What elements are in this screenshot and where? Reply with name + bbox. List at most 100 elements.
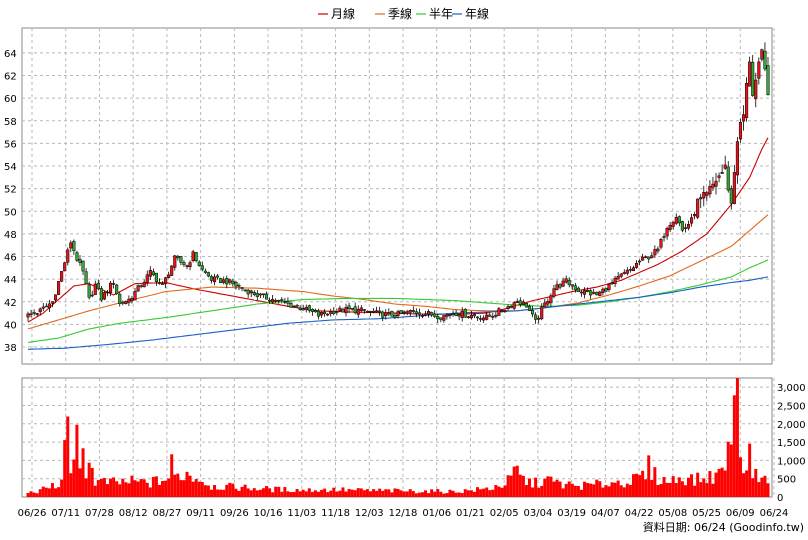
volume-bar bbox=[246, 488, 250, 497]
candle-body bbox=[295, 305, 299, 307]
candle-body bbox=[546, 301, 550, 305]
candle-body bbox=[561, 280, 565, 287]
candle-body bbox=[173, 255, 177, 268]
volume-bar bbox=[50, 483, 54, 497]
volume-bar bbox=[665, 482, 669, 497]
volume-bar bbox=[417, 492, 421, 497]
volume-bar bbox=[87, 462, 91, 497]
candle-body bbox=[512, 302, 516, 309]
volume-bar bbox=[527, 478, 531, 497]
candle-body bbox=[405, 311, 409, 313]
candle-body bbox=[255, 293, 259, 297]
candle-body bbox=[274, 300, 278, 302]
candle-body bbox=[647, 256, 651, 260]
legend-label-month: 月線 bbox=[331, 6, 355, 21]
volume-bar bbox=[106, 484, 110, 497]
x-tick-label: 03/19 bbox=[557, 508, 586, 519]
volume-bar bbox=[47, 488, 51, 497]
candle-body bbox=[78, 258, 82, 263]
candle-body bbox=[130, 297, 134, 302]
volume-bar bbox=[118, 484, 122, 497]
y-tick-label: 48 bbox=[4, 230, 17, 241]
candle-body bbox=[472, 314, 476, 317]
volume-bar bbox=[625, 483, 629, 497]
candle-body bbox=[601, 288, 605, 293]
candle-body bbox=[442, 315, 446, 321]
y-tick-label: 38 bbox=[4, 343, 17, 354]
candle-body bbox=[576, 287, 580, 293]
volume-bar bbox=[154, 476, 158, 497]
candle-body bbox=[185, 265, 189, 267]
volume-bar bbox=[69, 473, 73, 497]
y-tick-label: 62 bbox=[4, 72, 17, 83]
candle-body bbox=[176, 255, 180, 259]
y-tick-label: 54 bbox=[4, 162, 17, 173]
candle-body bbox=[271, 299, 275, 303]
price-panel-frame bbox=[21, 27, 773, 365]
volume-bar bbox=[424, 490, 428, 497]
candle-body bbox=[430, 312, 434, 316]
candle-body bbox=[384, 312, 388, 316]
candle-body bbox=[748, 61, 752, 87]
candle-body bbox=[717, 175, 721, 178]
candle-body bbox=[148, 269, 152, 277]
volume-bar bbox=[310, 491, 314, 497]
volume-bar bbox=[304, 491, 308, 497]
candle-body bbox=[659, 238, 663, 248]
volume-bar bbox=[534, 477, 538, 497]
volume-bar bbox=[647, 455, 651, 497]
candle-body bbox=[763, 50, 767, 70]
candle-body bbox=[482, 317, 486, 321]
candle-body bbox=[417, 312, 421, 315]
volume-bar bbox=[433, 491, 437, 497]
candle-body bbox=[268, 299, 272, 302]
volume-bar bbox=[491, 489, 495, 497]
volume-bar bbox=[558, 481, 562, 497]
x-tick-label: 01/06 bbox=[422, 508, 451, 519]
candle-body bbox=[75, 252, 79, 261]
volume-bar bbox=[268, 488, 272, 497]
candle-body bbox=[396, 311, 400, 316]
volume-bar bbox=[399, 490, 403, 497]
volume-bar bbox=[320, 489, 324, 497]
candle-body bbox=[592, 292, 596, 294]
candle-body bbox=[439, 317, 443, 320]
volume-bar bbox=[96, 480, 100, 497]
volume-bar bbox=[518, 474, 522, 497]
candle-body bbox=[641, 256, 645, 261]
candle-body bbox=[301, 308, 305, 311]
x-tick-label: 07/11 bbox=[51, 508, 80, 519]
candle-body bbox=[167, 274, 171, 278]
volume-bar bbox=[503, 485, 507, 497]
volume-bar bbox=[38, 489, 42, 497]
candle-body bbox=[650, 255, 654, 258]
volume-bar bbox=[711, 483, 715, 497]
candle-body bbox=[668, 225, 672, 230]
candle-body bbox=[693, 214, 697, 217]
candle-body bbox=[240, 287, 244, 289]
y-tick-label: 46 bbox=[4, 253, 17, 264]
volume-bar bbox=[307, 488, 311, 497]
candle-body bbox=[705, 192, 709, 196]
candle-body bbox=[506, 306, 510, 309]
candle-body bbox=[393, 315, 397, 318]
candle-body bbox=[115, 284, 119, 294]
candle-body bbox=[136, 285, 140, 292]
volume-bar bbox=[243, 484, 247, 497]
candle-body bbox=[702, 191, 706, 199]
volume-bar bbox=[567, 481, 571, 497]
volume-bar bbox=[234, 488, 238, 497]
volume-bar bbox=[384, 489, 388, 497]
volume-bar bbox=[549, 476, 553, 497]
y-tick-label: 44 bbox=[4, 275, 17, 286]
volume-bar bbox=[732, 395, 736, 497]
volume-bar bbox=[656, 485, 660, 497]
volume-bar bbox=[405, 491, 409, 497]
candle-body bbox=[463, 309, 467, 318]
candle-body bbox=[433, 313, 437, 317]
candle-body bbox=[766, 65, 770, 96]
volume-bar bbox=[209, 489, 213, 497]
candle-body bbox=[555, 284, 559, 290]
volume-bar bbox=[735, 378, 739, 497]
candle-body bbox=[341, 309, 345, 313]
